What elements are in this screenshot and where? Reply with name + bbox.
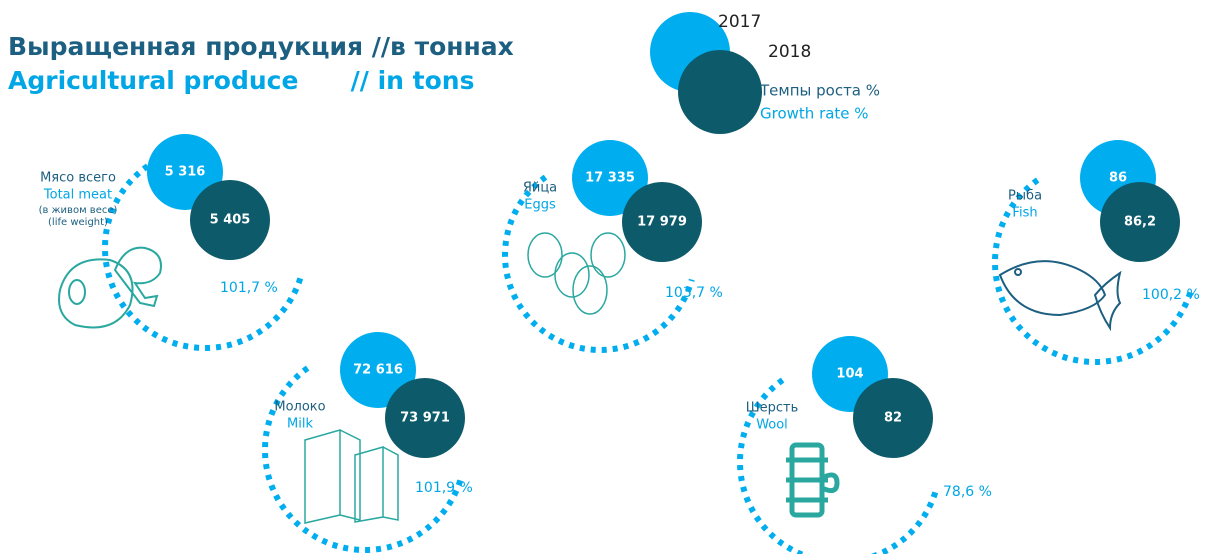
label-en: Wool [756,418,788,433]
value-2018: 73 971 [400,411,450,426]
growth-rate: 101,9 % [415,480,473,496]
value-2017: 72 616 [353,363,403,378]
wool-icon [786,442,840,518]
legend-2017: 2017 [718,12,761,32]
value-2017: 17 335 [585,171,635,186]
value-2018: 5 405 [210,213,251,228]
circle-2018 [1100,182,1180,262]
note-en: (life weight) [48,217,108,228]
title-ru: Выращенная продукция //в тоннах [8,32,514,61]
value-2017: 5 316 [165,165,206,180]
dotted-arc [992,177,1195,365]
milk-icon [304,429,399,524]
fish-icon [998,260,1122,332]
circle-2018 [385,378,465,458]
note-ru: (в живом весе) [39,205,118,216]
value-2017: 86 [1109,171,1127,186]
value-2018: 86,2 [1124,215,1156,230]
circle-2018 [622,182,702,262]
label-en: Fish [1012,206,1037,221]
circle-2017 [572,140,648,216]
dotted-arc [262,365,465,553]
dotted-arc [102,163,305,351]
value-2018: 82 [884,411,902,426]
label-ru: Рыба [1008,189,1042,204]
circle-2017 [340,332,416,408]
label-ru: Шерсть [746,401,799,416]
value-2017: 104 [836,367,863,382]
growth-rate: 101,7 % [220,280,278,296]
legend-2018: 2018 [768,42,811,62]
eggs-icon [527,232,626,315]
label-ru: Молоко [274,400,325,415]
title-en: Agricultural produce // in tons [8,66,474,95]
legend-rate-ru: Темпы роста % [759,82,880,100]
dotted-arc [502,174,695,353]
label-ru: Мясо всего [40,171,116,186]
label-ru: Яйца [523,181,557,196]
label-en: Eggs [524,198,556,213]
growth-rate: 100,2 % [1142,287,1200,303]
growth-rate: 103,7 % [665,285,723,301]
value-2018: 17 979 [637,215,687,230]
legend-rate-en: Growth rate % [760,105,869,123]
legend-2018-circle [678,50,762,134]
meat-icon [58,246,162,329]
growth-rate: 78,6 % [943,484,992,500]
label-en: Total meat [43,188,112,203]
dotted-arc [737,377,940,558]
circle-2018 [190,180,270,260]
circle-2018 [853,378,933,458]
label-en: Milk [287,417,313,432]
